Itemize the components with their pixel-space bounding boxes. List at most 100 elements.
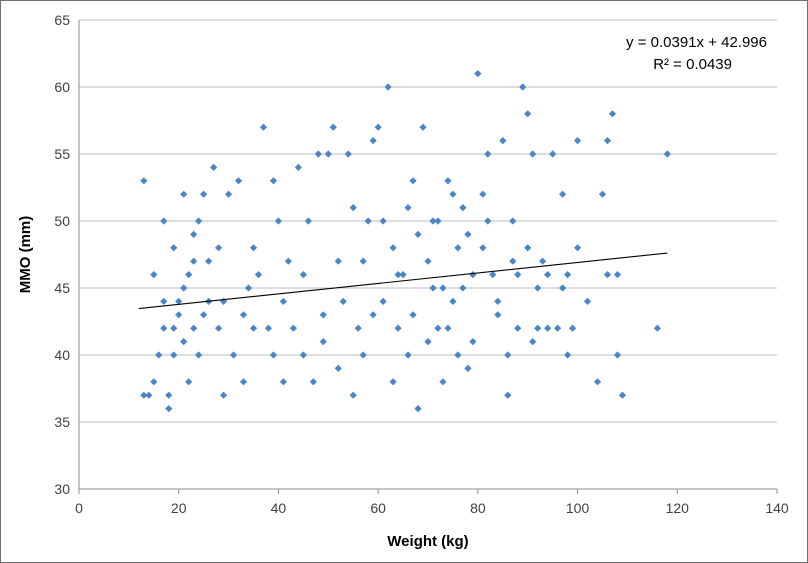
- data-point: [150, 271, 158, 279]
- x-tick-label: 140: [765, 500, 789, 516]
- data-point: [479, 244, 487, 252]
- data-point: [613, 271, 622, 279]
- data-point: [539, 257, 547, 265]
- data-point: [504, 351, 512, 359]
- trendline-r-squared: R² = 0.0439: [653, 56, 732, 73]
- data-point: [140, 177, 148, 185]
- data-point: [489, 271, 497, 279]
- x-tick-label: 0: [75, 500, 83, 516]
- data-point: [185, 378, 193, 386]
- data-point: [239, 378, 248, 386]
- data-point: [170, 351, 178, 359]
- data-point: [434, 217, 442, 225]
- data-point: [509, 217, 517, 225]
- data-point: [160, 297, 168, 305]
- data-point: [304, 217, 312, 225]
- data-point: [259, 123, 268, 131]
- data-point: [439, 378, 447, 386]
- data-point: [319, 311, 327, 319]
- data-point: [544, 324, 552, 332]
- x-tick-label: 60: [370, 500, 386, 516]
- data-point: [564, 271, 572, 279]
- data-point: [284, 257, 292, 265]
- data-point: [339, 297, 347, 305]
- data-point: [359, 257, 367, 265]
- data-point: [319, 338, 327, 346]
- data-point: [449, 297, 457, 305]
- data-point: [150, 378, 158, 386]
- data-point: [140, 391, 148, 399]
- data-point: [429, 284, 437, 292]
- data-point: [434, 324, 442, 332]
- data-point: [349, 204, 357, 212]
- data-point: [155, 351, 163, 359]
- data-point: [369, 137, 377, 145]
- data-point: [160, 217, 168, 225]
- data-point: [175, 297, 183, 305]
- data-point: [394, 271, 402, 279]
- data-point: [544, 271, 552, 279]
- data-point: [404, 204, 412, 212]
- data-point: [414, 230, 422, 238]
- data-point: [264, 324, 273, 332]
- data-point: [384, 83, 392, 91]
- data-point: [568, 324, 577, 332]
- data-point: [180, 190, 188, 198]
- data-point: [554, 324, 562, 332]
- data-point: [309, 378, 317, 386]
- data-point: [464, 364, 472, 372]
- trendline: [138, 252, 668, 310]
- data-point: [549, 150, 557, 158]
- data-point: [379, 217, 387, 225]
- data-point: [529, 338, 537, 346]
- data-point: [299, 351, 307, 359]
- data-point: [509, 257, 517, 265]
- data-point: [424, 257, 432, 265]
- data-point: [239, 311, 248, 319]
- data-point: [459, 204, 467, 212]
- data-point: [229, 351, 238, 359]
- data-point: [205, 257, 213, 265]
- data-point: [454, 244, 462, 252]
- data-point: [354, 324, 362, 332]
- trendline-group: [138, 252, 668, 310]
- y-tick-label: 50: [54, 213, 70, 229]
- data-point: [170, 324, 178, 332]
- data-point: [409, 177, 417, 185]
- data-point: [254, 271, 263, 279]
- data-point: [200, 190, 208, 198]
- data-point: [593, 378, 602, 386]
- x-tick-label: 100: [566, 500, 590, 516]
- data-point: [429, 217, 437, 225]
- data-point: [469, 338, 477, 346]
- data-point: [249, 324, 258, 332]
- data-point: [529, 150, 537, 158]
- data-point: [180, 338, 188, 346]
- data-point: [583, 297, 592, 305]
- data-point: [603, 137, 612, 145]
- data-point: [394, 324, 402, 332]
- data-point: [499, 137, 507, 145]
- data-point: [165, 405, 173, 413]
- data-point: [165, 391, 173, 399]
- x-axis-title: Weight (kg): [387, 533, 468, 550]
- data-point: [524, 110, 532, 118]
- data-point: [269, 351, 278, 359]
- data-point: [524, 244, 532, 252]
- data-point: [573, 137, 582, 145]
- data-point: [334, 364, 342, 372]
- x-tick-label: 80: [470, 500, 486, 516]
- data-point: [219, 391, 228, 399]
- y-tick-label: 40: [54, 347, 70, 363]
- data-point: [404, 351, 412, 359]
- data-point: [234, 177, 243, 185]
- data-point: [419, 123, 427, 131]
- data-point: [514, 324, 522, 332]
- data-point: [314, 150, 322, 158]
- data-point: [494, 297, 502, 305]
- data-point: [389, 378, 397, 386]
- data-point: [603, 271, 612, 279]
- trendline-equation: y = 0.0391x + 42.996: [626, 34, 767, 51]
